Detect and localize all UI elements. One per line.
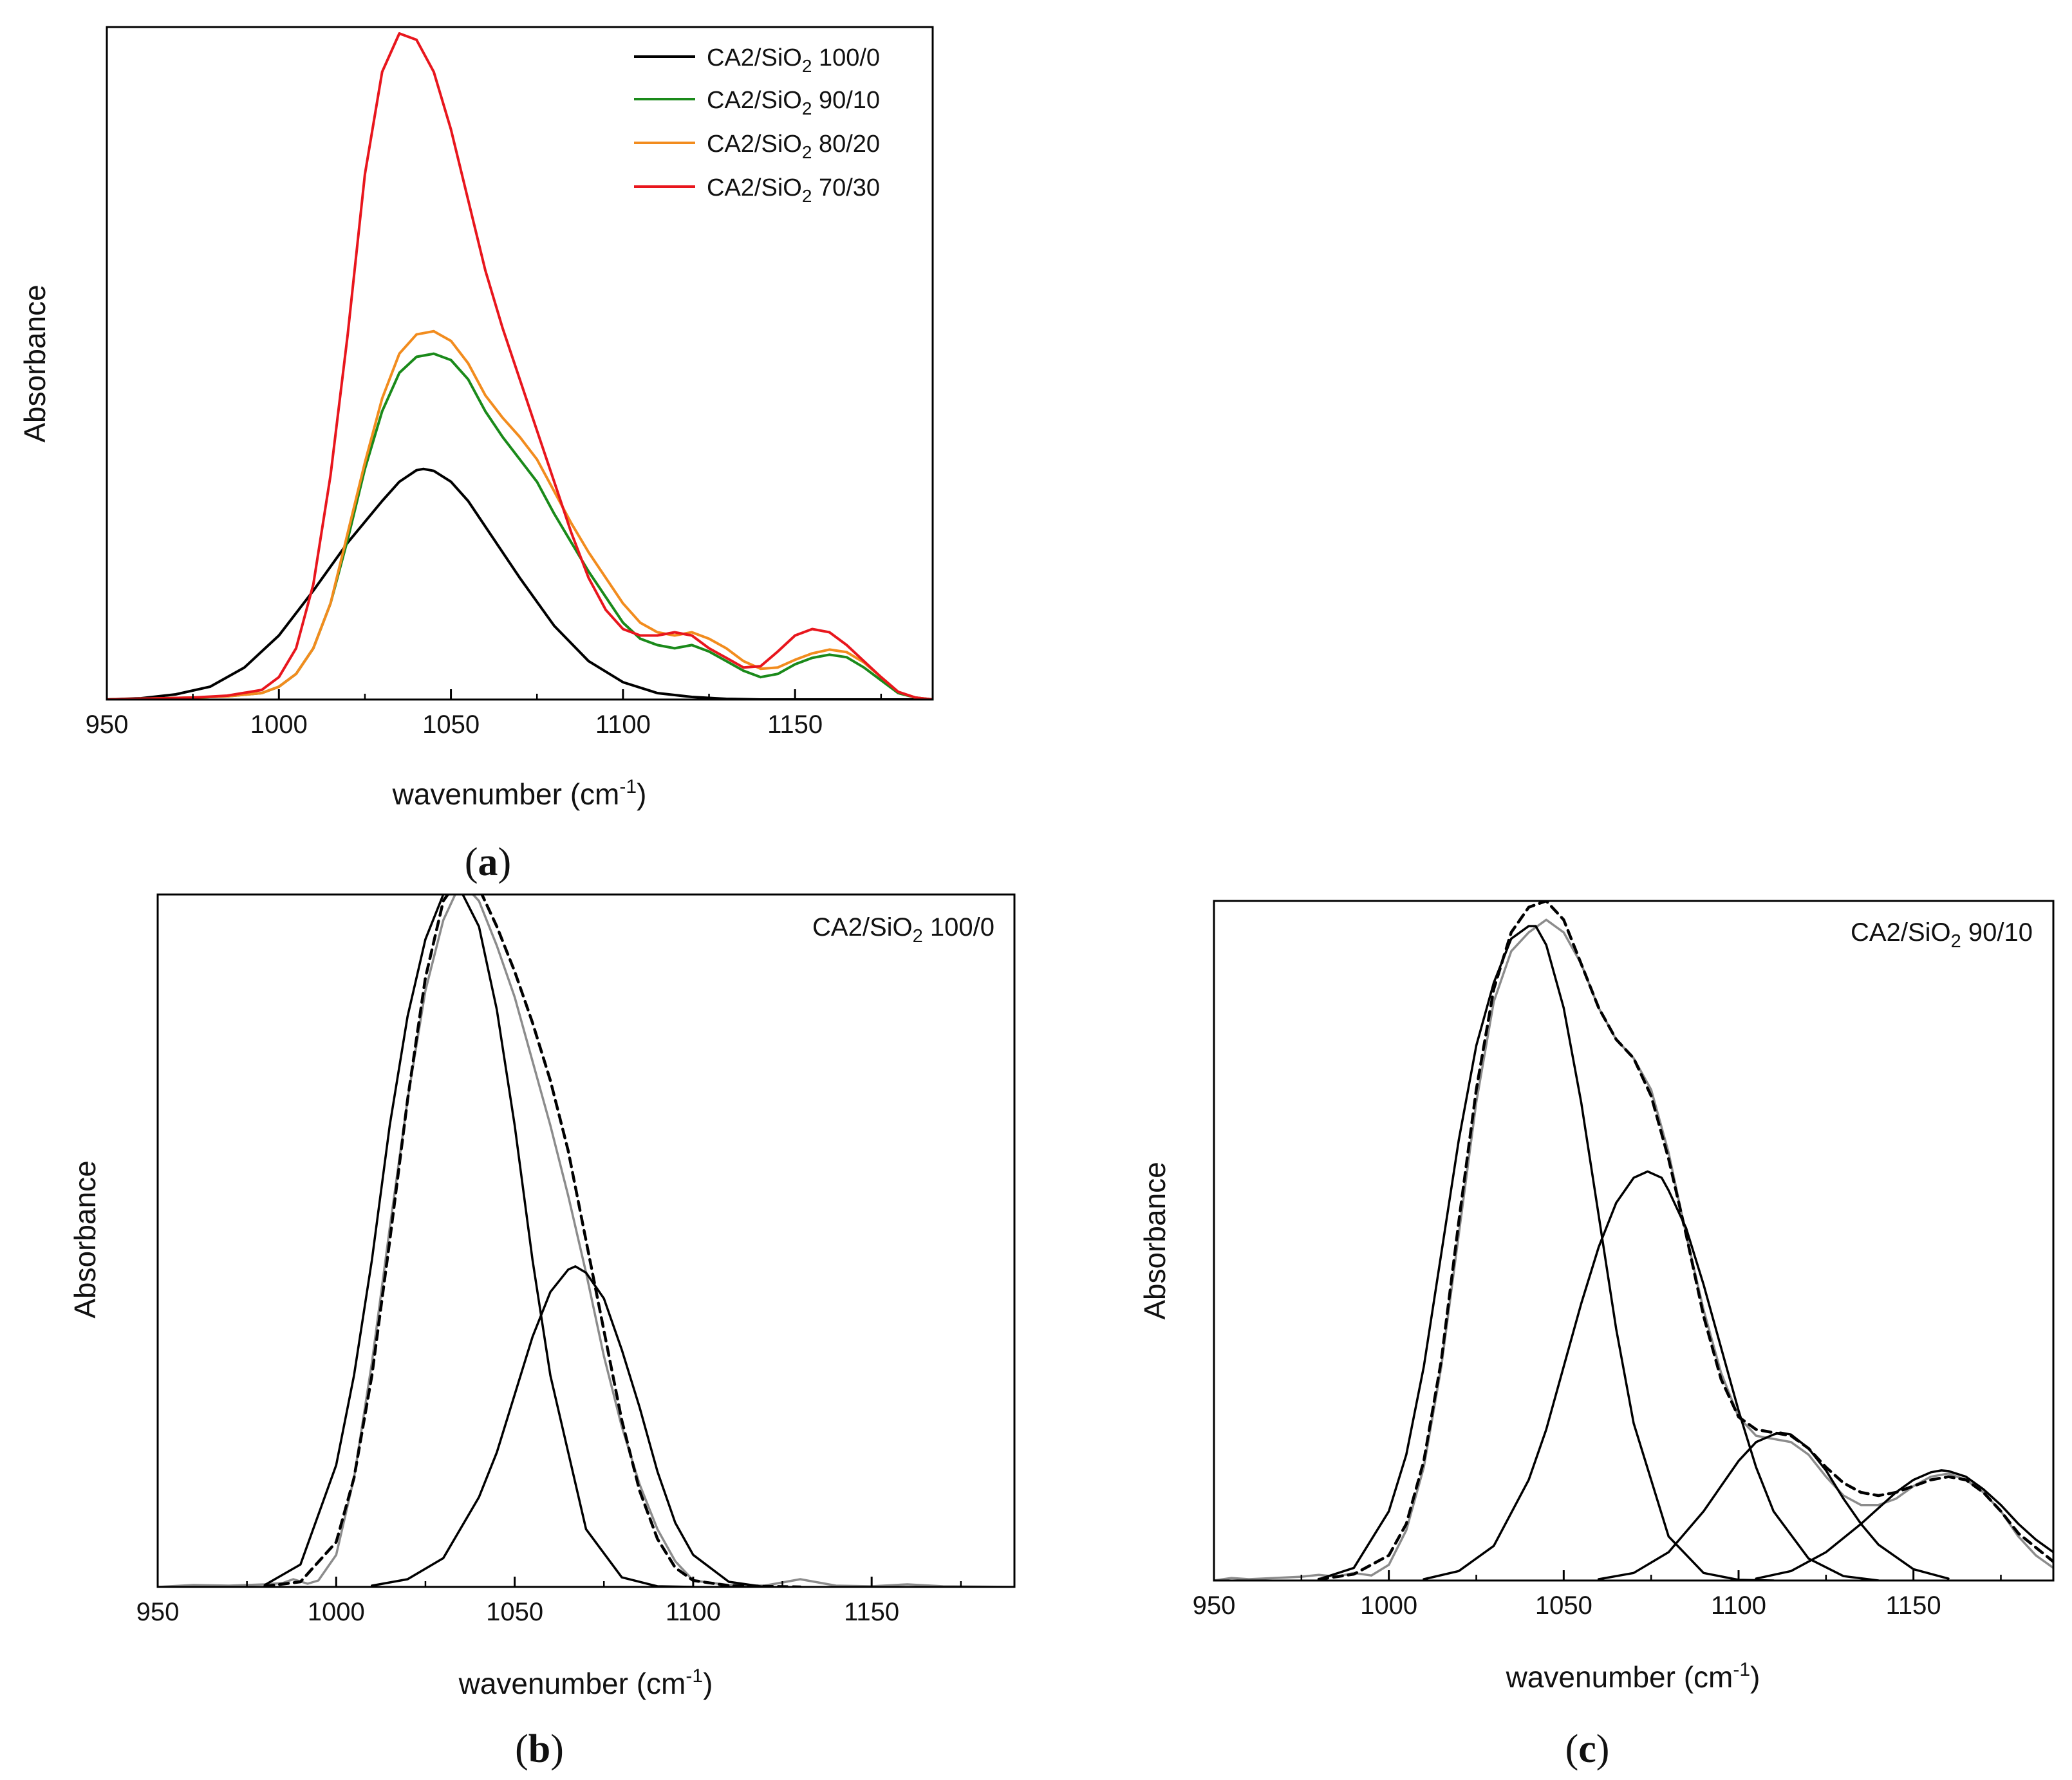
panel-b-x-tick-label-950: 950 <box>136 1598 180 1626</box>
panel-a-series-layer <box>107 32 933 700</box>
panel-c-series-component-1042 <box>1318 925 1775 1581</box>
panel-c-plot-frame <box>1213 900 2055 1582</box>
panel-c-series-layer <box>1214 901 2053 1581</box>
panel-b-series-component-1067 <box>371 1265 766 1587</box>
panel-a-series-ca2-sio2-80-20 <box>107 329 933 700</box>
panel-a-x-tick-label-1000: 1000 <box>250 710 308 739</box>
legend-entry-100-0: CA2/SiO2 100/0 <box>634 44 880 76</box>
legend-label-90-10: CA2/SiO2 90/10 <box>707 87 880 118</box>
panel-c-x-tick-label-1050: 1050 <box>1535 1591 1592 1620</box>
panel-a-plot-frame <box>106 26 934 701</box>
panel-a-legend: CA2/SiO2 100/0 CA2/SiO2 90/10 CA2/SiO2 8… <box>634 44 880 206</box>
panel-b-x-axis-title: wavenumber (cm-1) <box>458 1665 713 1700</box>
panel-a-series-ca2-sio2-70-30 <box>107 32 933 700</box>
legend-label-80-20: CA2/SiO2 80/20 <box>707 131 880 162</box>
panel-c-chart: 950 1000 1050 1100 1150 Absorbance wavenumbe… <box>1138 900 2055 1771</box>
panel-b-x-tick-label-1050: 1050 <box>486 1598 543 1626</box>
panel-a-x-tick-label-950: 950 <box>86 710 129 739</box>
panel-b-x-ticks: 950 1000 1050 1100 1150 <box>136 1577 962 1626</box>
panel-c-x-tick-label-1150: 1150 <box>1886 1591 1941 1620</box>
panel-b-x-tick-label-1000: 1000 <box>308 1598 365 1626</box>
panel-c-caption: (c) <box>1565 1727 1610 1771</box>
legend-entry-70-30: CA2/SiO2 70/30 <box>634 174 880 206</box>
panel-c-series-cumulative-fit <box>1317 901 2053 1581</box>
panel-c-series-experimental <box>1214 918 2053 1581</box>
panel-c-x-ticks: 950 1000 1050 1100 1150 <box>1193 1570 2002 1620</box>
legend-entry-90-10: CA2/SiO2 90/10 <box>634 87 880 118</box>
panel-a-series-ca2-sio2-100-0 <box>107 467 933 700</box>
panel-a-x-tick-label-1100: 1100 <box>595 710 651 739</box>
panel-a-chart: 950 1000 1050 1100 1150 Absorbance wavenumbe… <box>18 26 934 884</box>
panel-c-series-component-1112 <box>1597 1431 1950 1581</box>
legend-label-100-0: CA2/SiO2 100/0 <box>707 44 880 76</box>
panel-c-y-axis-title: Absorbance <box>1138 1162 1171 1320</box>
panel-b-x-tick-label-1100: 1100 <box>666 1598 721 1626</box>
panel-a-caption: (a) <box>465 840 511 884</box>
panel-b-plot-frame <box>156 893 1016 1588</box>
panel-a-x-tick-label-1050: 1050 <box>422 710 480 739</box>
panel-b-caption: (b) <box>515 1727 564 1771</box>
panel-a-y-axis-title: Absorbance <box>18 284 51 443</box>
panel-b-series-component-1035 <box>263 895 695 1587</box>
panel-c-x-tick-label-950: 950 <box>1193 1591 1236 1620</box>
panel-c-x-axis-title: wavenumber (cm-1) <box>1506 1659 1760 1694</box>
panel-c-series-component-1158 <box>1755 1469 2053 1580</box>
panel-a-x-axis-title: wavenumber (cm-1) <box>392 776 647 811</box>
panel-c-x-tick-label-1100: 1100 <box>1711 1591 1766 1620</box>
panel-b-x-tick-label-1150: 1150 <box>844 1598 899 1626</box>
panel-b-series-cumulative-fit <box>263 895 802 1587</box>
legend-entry-80-20: CA2/SiO2 80/20 <box>634 131 880 162</box>
panel-b-chart: 950 1000 1050 1100 1150 Absorbance wavenumbe… <box>68 893 1016 1771</box>
panel-b-y-axis-title: Absorbance <box>68 1160 102 1319</box>
panel-b-sample-label: CA2/SiO2 100/0 <box>812 913 994 947</box>
panel-a-x-ticks: 950 1000 1050 1100 1150 <box>86 689 882 739</box>
panel-c-sample-label: CA2/SiO2 90/10 <box>1851 918 2033 952</box>
panel-c-x-tick-label-1000: 1000 <box>1360 1591 1417 1620</box>
panel-a-x-tick-label-1150: 1150 <box>767 710 823 739</box>
panel-c-series-component-1074 <box>1423 1170 1880 1581</box>
panel-b-series-layer <box>158 895 1014 1587</box>
panel-a-series-ca2-sio2-90-10 <box>107 352 933 700</box>
legend-label-70-30: CA2/SiO2 70/30 <box>707 174 880 206</box>
